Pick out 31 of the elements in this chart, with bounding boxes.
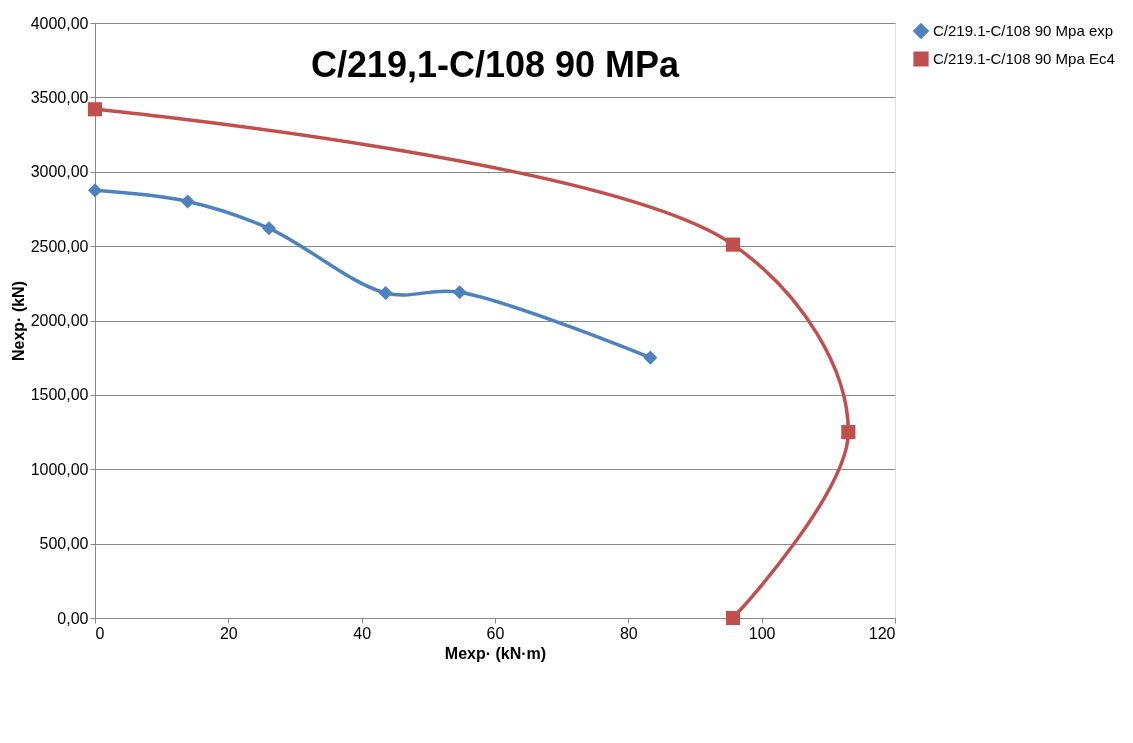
x-tick-label: 120 xyxy=(868,624,896,642)
x-tick-label: 0 xyxy=(95,624,105,642)
y-tick-label: 2000,00 xyxy=(30,312,89,329)
point xyxy=(725,237,741,252)
point xyxy=(261,221,277,236)
point xyxy=(180,194,195,209)
y-tick-label: 1000,00 xyxy=(30,460,89,478)
point xyxy=(87,102,103,117)
x-tick-label: 60 xyxy=(486,624,505,642)
y-axis-title: Nexp· (kN) xyxy=(9,280,27,362)
point xyxy=(378,285,393,301)
x-tick-label: 20 xyxy=(219,624,238,642)
x-tick-label: 40 xyxy=(353,624,372,642)
legend-label: C/219.1-C/108 90 Mpa exp xyxy=(933,22,1114,39)
y-tick-label: 1500,00 xyxy=(30,386,89,404)
y-tick-label: 500,00 xyxy=(39,535,89,553)
legend-label: C/219.1-C/108 90 Mpa Ec4 xyxy=(933,50,1115,67)
point xyxy=(643,350,658,365)
y-tick-label: 0,00 xyxy=(57,609,89,627)
y-tick-label: 3000,00 xyxy=(30,163,89,181)
y-tick-label: 3500,00 xyxy=(30,88,89,106)
x-tick-label: 80 xyxy=(619,624,638,642)
text: C/219,1-C/108 90 MPa xyxy=(310,44,681,85)
point xyxy=(841,424,856,440)
x-axis-title: Mexp· (kN·m) xyxy=(444,644,547,662)
point xyxy=(725,610,741,626)
point xyxy=(87,183,103,198)
y-tick-label: 2500,00 xyxy=(30,237,89,255)
point xyxy=(452,285,467,300)
x-tick-label: 100 xyxy=(748,624,776,642)
y-tick-label: 4000,00 xyxy=(30,14,89,32)
